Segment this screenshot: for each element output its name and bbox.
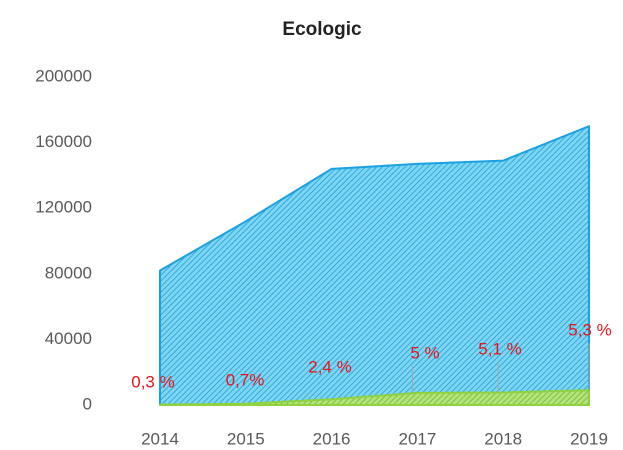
x-tick-label: 2014 bbox=[141, 429, 179, 448]
annotation: 5,1 % bbox=[478, 339, 521, 358]
annotation: 5,3 % bbox=[568, 320, 611, 339]
chart-title: Ecologic bbox=[282, 19, 362, 40]
y-tick-label: 80000 bbox=[45, 263, 92, 282]
y-tick-label: 160000 bbox=[35, 132, 92, 151]
annotation: 2,4 % bbox=[308, 357, 351, 376]
area bbox=[159, 389, 590, 406]
y-tick-label: 40000 bbox=[45, 329, 92, 348]
area bbox=[159, 125, 590, 406]
y-tick-label: 0 bbox=[83, 394, 92, 413]
annotation: 5 % bbox=[410, 343, 439, 362]
x-tick-label: 2016 bbox=[313, 429, 351, 448]
annotation: 0,3 % bbox=[131, 372, 174, 391]
y-tick-label: 120000 bbox=[35, 198, 92, 217]
x-tick-label: 2019 bbox=[570, 429, 608, 448]
x-tick-label: 2017 bbox=[398, 429, 436, 448]
y-tick-label: 200000 bbox=[35, 66, 92, 85]
x-tick-label: 2018 bbox=[484, 429, 522, 448]
annotation: 0,7% bbox=[226, 370, 265, 389]
x-tick-label: 2015 bbox=[227, 429, 265, 448]
